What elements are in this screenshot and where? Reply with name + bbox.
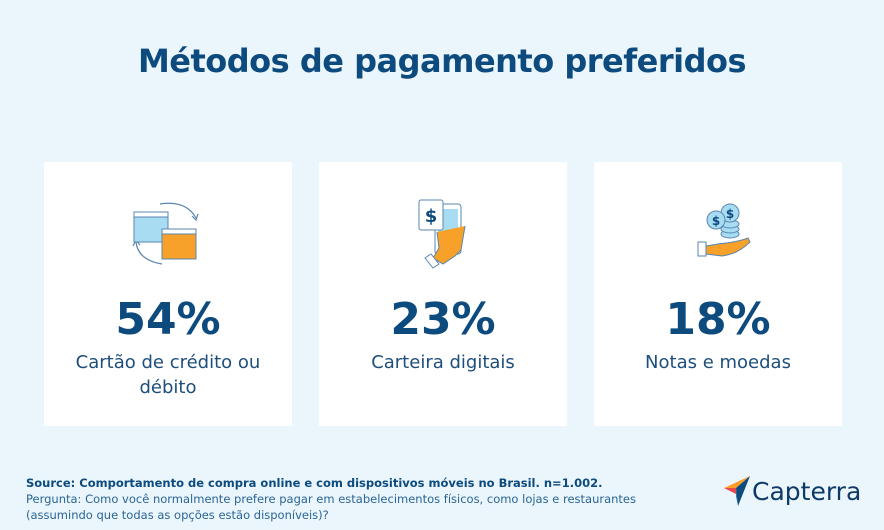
capterra-arrow-icon (724, 476, 750, 506)
stat-label: Carteira digitais (371, 352, 515, 373)
page-title: Métodos de pagamento preferidos (137, 42, 747, 80)
logo-text: Capterra (752, 476, 862, 506)
stat-label: Notas e moedas (645, 352, 791, 373)
stat-value: 23% (390, 294, 496, 345)
stat-card-credit-debit: 54% Cartão de crédito ou débito (44, 162, 292, 426)
svg-text:$: $ (712, 214, 720, 228)
stat-value: 18% (665, 294, 771, 345)
capterra-logo: Capterra (724, 476, 861, 506)
stat-card-cash: $ $ 18% Notas e moedas (594, 162, 842, 426)
stat-card-digital-wallet: $ 23% Carteira digitais (319, 162, 567, 426)
svg-text:$: $ (425, 206, 438, 227)
hand-coins-icon: $ $ (697, 203, 751, 257)
hand-holding-phone-dollar-icon: $ (418, 199, 466, 269)
svg-text:$: $ (726, 207, 734, 221)
source-note: Source: Comportamento de compra online e… (26, 476, 603, 490)
stat-value: 54% (115, 294, 221, 345)
browser-windows-sync-icon (132, 202, 199, 265)
survey-question: Pergunta: Como você normalmente prefere … (26, 492, 636, 522)
stat-label: Cartão de crédito ou débito (75, 352, 261, 398)
